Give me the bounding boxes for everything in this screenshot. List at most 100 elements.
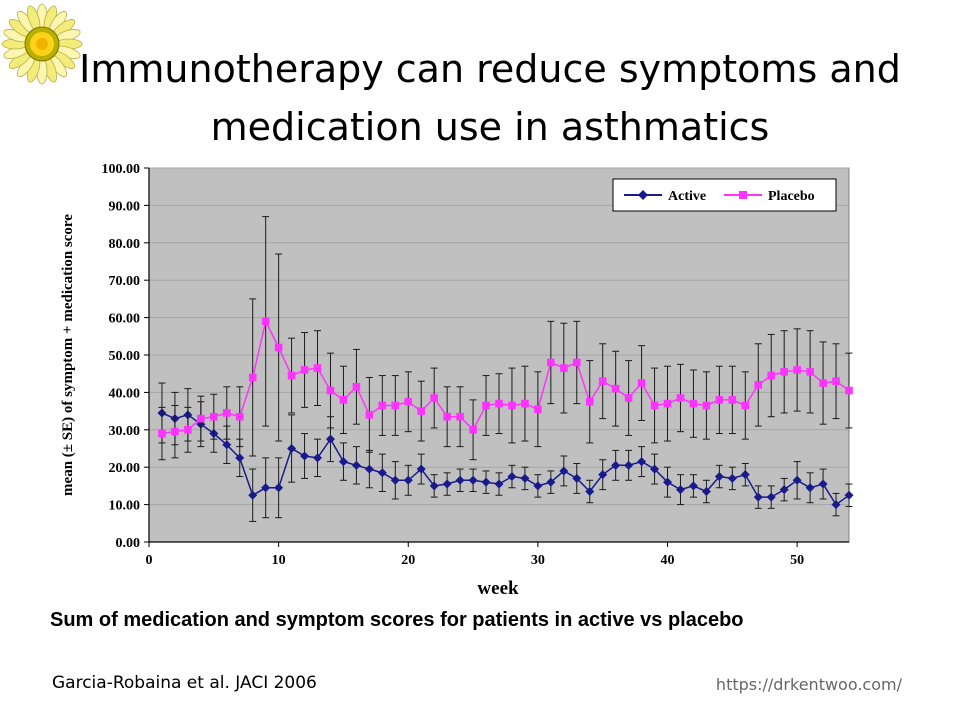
data-point-placebo xyxy=(158,429,166,438)
legend-placebo-marker xyxy=(739,191,747,199)
data-point-active xyxy=(429,481,439,491)
data-point-active xyxy=(663,477,673,487)
x-tick-label: 20 xyxy=(401,553,415,568)
data-point-placebo xyxy=(456,412,464,421)
x-tick-label: 30 xyxy=(531,553,545,568)
data-point-placebo xyxy=(274,343,283,352)
data-point-active xyxy=(650,464,660,474)
data-point-placebo xyxy=(184,426,192,434)
data-point-placebo xyxy=(663,399,672,408)
data-point-active xyxy=(235,453,245,463)
data-point-active xyxy=(300,451,310,461)
data-point-active xyxy=(624,460,634,470)
data-point-active xyxy=(222,440,232,450)
data-point-active xyxy=(416,464,426,474)
y-tick-label: 30.00 xyxy=(109,424,141,439)
data-point-placebo xyxy=(495,399,503,408)
data-point-placebo xyxy=(598,377,607,385)
slide-title: Immunotherapy can reduce symptoms and me… xyxy=(40,40,940,156)
data-point-active xyxy=(313,453,323,463)
data-point-placebo xyxy=(521,399,529,408)
data-point-placebo xyxy=(326,386,335,395)
data-point-active xyxy=(844,490,854,500)
data-point-placebo xyxy=(767,371,776,380)
data-point-active xyxy=(274,483,284,493)
data-point-placebo xyxy=(339,396,348,404)
data-point-active xyxy=(546,477,556,487)
data-point-active xyxy=(766,492,776,502)
data-point-active xyxy=(727,473,737,483)
x-tick-label: 40 xyxy=(661,553,675,568)
data-point-placebo xyxy=(585,397,594,406)
data-point-active xyxy=(831,500,841,510)
data-point-placebo xyxy=(287,371,296,380)
source-url: https://drkentwoo.com/ xyxy=(715,675,902,694)
data-point-placebo xyxy=(482,401,490,410)
y-tick-label: 20.00 xyxy=(109,461,141,476)
data-point-active xyxy=(507,472,517,482)
data-point-placebo xyxy=(534,405,542,414)
citation: Garcia-Robaina et al. JACI 2006 xyxy=(52,673,317,693)
y-tick-label: 80.00 xyxy=(109,237,141,252)
y-tick-label: 0.00 xyxy=(116,536,141,551)
data-point-active xyxy=(403,475,413,485)
y-tick-label: 90.00 xyxy=(109,199,141,214)
data-point-placebo xyxy=(171,427,179,436)
slide-title-line-2: medication use in asthmatics xyxy=(210,105,770,149)
slide-title-line-1: Immunotherapy can reduce symptoms and xyxy=(79,47,901,91)
data-point-placebo xyxy=(689,399,698,408)
data-point-placebo xyxy=(222,409,231,417)
data-point-active xyxy=(248,490,258,500)
data-point-active xyxy=(572,473,582,483)
data-point-active xyxy=(520,473,530,483)
data-point-placebo xyxy=(508,401,516,410)
data-point-active xyxy=(740,470,750,480)
x-tick-label: 0 xyxy=(146,553,153,568)
data-point-placebo xyxy=(300,366,309,374)
data-point-active xyxy=(351,460,361,470)
data-point-placebo xyxy=(417,407,426,415)
data-point-active xyxy=(585,487,595,497)
data-point-placebo xyxy=(430,394,438,402)
series-placebo xyxy=(158,216,853,461)
data-point-placebo xyxy=(261,317,270,326)
data-point-placebo xyxy=(378,401,387,410)
x-tick-label: 10 xyxy=(272,553,286,568)
data-point-active xyxy=(675,485,685,495)
y-tick-label: 10.00 xyxy=(109,499,141,514)
data-point-active xyxy=(598,470,608,480)
series xyxy=(157,216,854,522)
data-point-placebo xyxy=(352,382,361,391)
data-point-active xyxy=(805,483,815,493)
data-point-placebo xyxy=(365,411,374,419)
data-point-placebo xyxy=(728,396,737,404)
data-point-placebo xyxy=(754,381,763,389)
data-point-placebo xyxy=(715,396,724,404)
data-point-active xyxy=(637,457,647,467)
legend-placebo-label: Placebo xyxy=(768,189,815,204)
data-point-placebo xyxy=(611,384,620,393)
data-point-active xyxy=(364,464,374,474)
data-point-placebo xyxy=(741,401,750,410)
data-point-placebo xyxy=(197,414,205,423)
data-point-placebo xyxy=(676,394,685,402)
x-axis-label: week xyxy=(477,578,519,599)
data-point-placebo xyxy=(210,412,218,421)
data-point-active xyxy=(325,434,335,444)
y-tick-label: 60.00 xyxy=(109,312,141,327)
data-point-active xyxy=(533,481,543,491)
data-point-placebo xyxy=(806,368,814,376)
data-point-active xyxy=(611,460,621,470)
data-point-active xyxy=(468,475,478,485)
y-tick-label: 40.00 xyxy=(109,386,141,401)
data-point-active xyxy=(779,485,789,495)
data-point-placebo xyxy=(780,368,788,376)
legend-active-label: Active xyxy=(668,189,706,204)
y-tick-label: 50.00 xyxy=(109,349,141,364)
sunflower-icon xyxy=(1,3,83,85)
data-point-placebo xyxy=(845,386,853,395)
y-tick-label: 100.00 xyxy=(102,162,141,177)
data-point-active xyxy=(455,475,465,485)
data-point-placebo xyxy=(793,366,801,374)
data-point-placebo xyxy=(404,397,413,406)
